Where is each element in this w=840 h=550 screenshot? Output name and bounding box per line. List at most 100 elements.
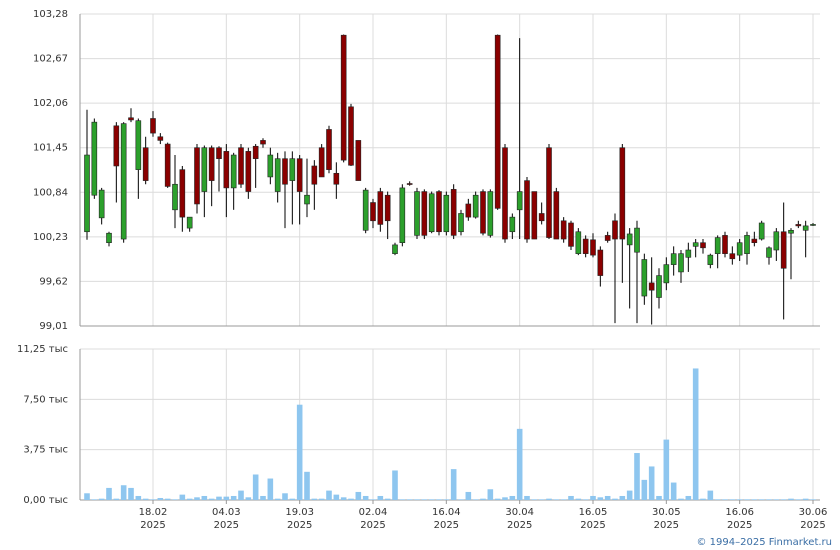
candle-body (597, 249, 604, 276)
x-tick-label: 16.04 (432, 507, 461, 518)
candle-body (340, 34, 347, 161)
y-tick-label: 11,25 тыс (17, 344, 68, 355)
volume-bar (333, 494, 340, 500)
volume-bar (788, 498, 794, 500)
volume-bar (575, 498, 582, 500)
candle-body (164, 143, 171, 187)
x-tick-label: 19.03 (285, 507, 314, 518)
volume-bar (538, 499, 545, 500)
volume-bar (135, 495, 142, 500)
volume-bar (348, 498, 354, 500)
candle-body (722, 235, 728, 254)
volume-bar (399, 499, 406, 500)
x-tick-year: 2025 (140, 520, 165, 531)
volume-bar (450, 469, 457, 500)
x-tick-year: 2025 (580, 520, 605, 531)
volume-bar (157, 497, 164, 500)
y-tick-label: 103,28 (33, 9, 68, 20)
candle-body (223, 151, 230, 189)
candle-body (436, 191, 442, 233)
candle-body (714, 237, 721, 254)
volume-bar (553, 499, 560, 500)
volume-bar (326, 490, 332, 500)
volume-bar (685, 495, 692, 500)
candle-body (788, 229, 794, 234)
volume-bar (318, 498, 325, 500)
candle-body (333, 172, 340, 185)
volume-bar (443, 499, 450, 500)
candle-body (201, 147, 208, 192)
volume-bar (208, 498, 215, 500)
candle-body (326, 129, 332, 170)
candle-body (216, 147, 222, 159)
volume-bar (648, 466, 655, 500)
volume-bar (472, 499, 479, 500)
candle-body (685, 249, 692, 258)
volume-bar (179, 494, 186, 500)
volume-bar (780, 499, 787, 500)
volume-bar (384, 498, 391, 500)
candle-body (612, 220, 618, 240)
candle-body (443, 194, 450, 233)
candle-body (106, 232, 112, 244)
candle-body (546, 147, 552, 238)
volume-bar (641, 479, 648, 500)
volume-bar (223, 496, 230, 500)
volume-bar (421, 499, 428, 500)
y-tick-label: 102,67 (33, 54, 68, 65)
y-tick-label: 3,75 тыс (23, 445, 68, 456)
volume-bar (84, 493, 90, 500)
candle-body (230, 154, 237, 189)
volume-bar (377, 495, 384, 500)
volume-bar (113, 498, 120, 500)
volume-bar (531, 499, 538, 500)
candle-body (238, 147, 244, 185)
candle-body (172, 183, 178, 211)
candle-body (516, 191, 523, 211)
volume-bar (201, 495, 208, 500)
candle-body (142, 147, 149, 181)
credit[interactable]: © 1994–2025 Finmarket.ru (696, 537, 832, 548)
volume-bar (634, 453, 640, 500)
candle-body (186, 216, 193, 229)
volume-bar (172, 499, 178, 500)
candle-body (421, 191, 428, 236)
volume-bar (502, 497, 508, 500)
volume-bar (311, 498, 318, 500)
candle-body (692, 242, 699, 247)
candle-body (252, 145, 259, 159)
candle-body (626, 233, 633, 246)
candle-body (362, 189, 369, 231)
volume-bar (91, 499, 98, 500)
volume-bar (722, 499, 728, 500)
candle-body (604, 235, 611, 241)
candle-body (524, 180, 530, 240)
x-tick-label: 30.05 (652, 507, 681, 518)
candle-body (780, 231, 787, 269)
volume-bar (744, 499, 750, 500)
volume-bar (164, 498, 171, 500)
candle-body (538, 213, 545, 222)
volume-bar (340, 497, 347, 500)
candle-body (450, 189, 457, 236)
x-tick-year: 2025 (727, 520, 752, 531)
volume-bar (582, 499, 589, 500)
x-tick-label: 16.06 (725, 507, 754, 518)
candle-body (707, 254, 714, 265)
volume-bar (142, 498, 149, 500)
volume-bar (758, 499, 765, 500)
volume-bar (714, 499, 721, 500)
candle-body (641, 259, 648, 297)
candle-body (274, 158, 281, 192)
volume-bar (274, 498, 281, 500)
y-tick-label: 100,84 (33, 187, 68, 198)
x-tick-year: 2025 (214, 520, 239, 531)
candle-body (575, 231, 582, 254)
candle-body (414, 191, 420, 236)
candle-body (157, 136, 164, 141)
volume-bar (465, 491, 472, 500)
volume-bar (810, 499, 816, 500)
volume-bar (773, 499, 780, 500)
candle-body (311, 165, 318, 185)
candle-body (128, 117, 134, 121)
